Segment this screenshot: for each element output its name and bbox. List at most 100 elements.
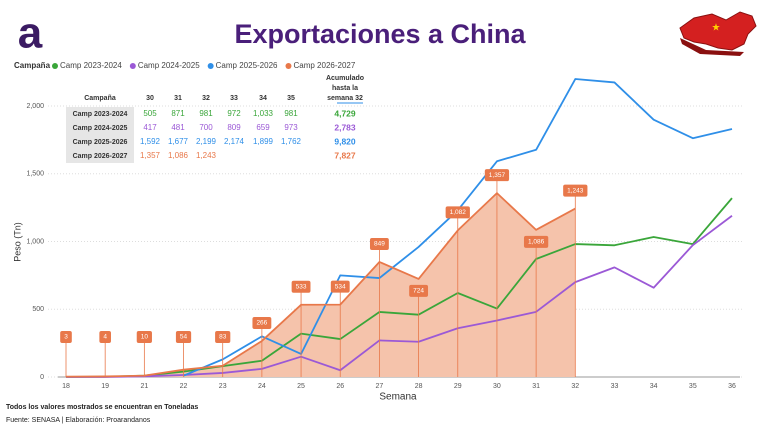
x-axis-title: Semana: [379, 392, 417, 403]
table-cell: 1,592: [140, 137, 161, 146]
table-cell: 1,357: [140, 151, 161, 160]
table-total: 9,820: [334, 136, 356, 146]
table-cell: 481: [171, 123, 185, 132]
table-cell: 1,677: [168, 137, 189, 146]
x-tick-label: 30: [493, 383, 501, 390]
x-tick-label: 23: [219, 383, 227, 390]
table-row-head-bg: [66, 121, 134, 135]
value-label: 724: [409, 284, 429, 297]
x-tick-label: 29: [454, 383, 462, 390]
x-tick-label: 36: [728, 383, 736, 390]
value-label-box: [99, 331, 111, 343]
value-label-text: 1,357: [489, 172, 506, 179]
value-label-box: [484, 169, 510, 182]
table-row-label: Camp 2024-2025: [73, 125, 128, 132]
value-label: 266: [252, 316, 272, 329]
value-label-text: 849: [374, 241, 385, 248]
svg-text:★: ★: [712, 23, 721, 34]
legend-label: Camp 2024-2025: [138, 61, 200, 70]
y-tick-label: 1,500: [26, 171, 44, 178]
y-tick-label: 0: [40, 374, 44, 381]
value-label-text: 4: [103, 334, 107, 341]
x-tick-label: 27: [376, 383, 384, 390]
legend-label: Camp 2023-2024: [60, 61, 122, 70]
value-label-box: [136, 331, 152, 343]
x-tick-label: 31: [532, 383, 540, 390]
value-label-box: [409, 284, 429, 297]
table-header: Campaña: [84, 95, 116, 102]
table-row-label: Camp 2025-2026: [73, 139, 128, 146]
x-tick-label: 22: [180, 383, 188, 390]
x-tick-label: 26: [336, 383, 344, 390]
value-label-text: 533: [296, 283, 307, 290]
value-label: 10: [136, 331, 152, 343]
legend-label: Camp 2026-2027: [293, 61, 355, 70]
value-label-text: 1,082: [450, 209, 467, 216]
table-row-label: Camp 2023-2024: [73, 111, 128, 118]
table-total: 4,729: [334, 108, 356, 118]
y-tick-label: 1,000: [26, 238, 44, 245]
value-label-box: [369, 237, 389, 250]
value-label: 1,243: [563, 184, 588, 197]
value-label-text: 724: [413, 288, 424, 295]
table-header: 33: [230, 95, 238, 102]
value-label-text: 266: [256, 320, 267, 327]
logo: a: [18, 9, 43, 58]
value-label-box: [330, 280, 350, 293]
value-label: 4: [99, 331, 111, 343]
y-tick-label: 2,000: [26, 103, 44, 110]
value-label: 1,357: [484, 169, 510, 182]
note: Todos los valores mostrados se encuentra…: [6, 404, 198, 411]
table-cell: 505: [143, 109, 157, 118]
x-tick-label: 33: [611, 383, 619, 390]
legend-label: Camp 2025-2026: [216, 61, 278, 70]
table-header: 35: [287, 95, 295, 102]
value-label: 54: [175, 331, 192, 343]
table-header: semana 32: [327, 95, 363, 102]
value-label: 3: [60, 331, 72, 343]
table-total: 7,827: [334, 150, 356, 160]
legend-marker: [129, 63, 136, 69]
value-label-box: [291, 280, 311, 293]
value-label-text: 1,243: [567, 187, 584, 194]
table-cell: 809: [227, 123, 241, 132]
series-line: [65, 192, 576, 378]
value-label-box: [215, 331, 231, 343]
value-label-text: 10: [141, 334, 149, 341]
value-label-box: [563, 184, 588, 197]
table-cell: 871: [171, 109, 185, 118]
value-label-box: [523, 235, 549, 248]
x-tick-label: 32: [571, 383, 579, 390]
table-cell: 2,174: [224, 137, 245, 146]
x-tick-label: 24: [258, 383, 266, 390]
y-axis-title: Peso (Tn): [12, 222, 22, 262]
table-row-head-bg: [66, 135, 134, 149]
x-tick-label: 28: [415, 383, 423, 390]
series-line: [66, 215, 733, 378]
table-header: 34: [259, 95, 267, 102]
table-header: Acumulado: [326, 75, 364, 82]
table-row-head-bg: [66, 149, 134, 163]
series-line: [65, 197, 733, 378]
value-label: 849: [369, 237, 389, 250]
china-map: ★: [679, 11, 757, 56]
y-tick-label: 500: [32, 306, 44, 313]
x-tick-label: 19: [101, 383, 109, 390]
value-label-text: 83: [219, 334, 227, 341]
table-cell: 1,033: [253, 109, 274, 118]
table-cell: 2,199: [196, 137, 217, 146]
value-label: 533: [291, 280, 311, 293]
value-label-box: [445, 206, 470, 219]
value-label-box: [252, 316, 272, 329]
x-tick-label: 34: [650, 383, 658, 390]
table-cell: 973: [284, 123, 298, 132]
legend-marker: [285, 63, 292, 69]
legend-title: Campaña: [14, 61, 51, 70]
x-tick-label: 18: [62, 383, 70, 390]
value-label: 83: [215, 331, 231, 343]
legend-marker: [207, 63, 214, 69]
chart-title: Exportaciones a China: [234, 19, 526, 49]
table-header: hasta la: [332, 85, 358, 92]
legend-marker: [52, 63, 58, 69]
